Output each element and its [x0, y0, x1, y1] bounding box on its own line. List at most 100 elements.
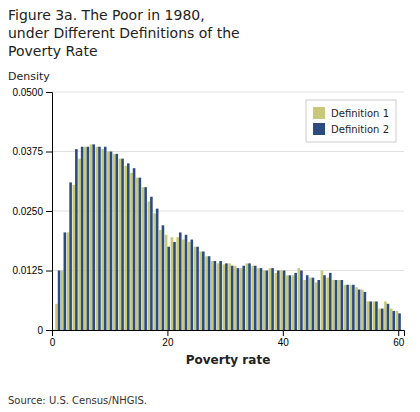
bar — [205, 256, 208, 330]
x-tick-mark — [167, 330, 168, 336]
x-tick-label: 20 — [162, 337, 174, 348]
bar — [289, 275, 292, 330]
y-tick: 0 — [37, 325, 52, 336]
x-tick: 60 — [393, 330, 405, 348]
bar — [136, 178, 139, 330]
bar — [119, 159, 122, 330]
bar — [312, 278, 315, 330]
bar — [361, 290, 364, 330]
bar — [234, 266, 237, 330]
y-axis-title: Density — [8, 70, 50, 83]
bar — [69, 182, 72, 330]
bar — [346, 285, 349, 330]
legend-box — [306, 100, 396, 142]
bar — [113, 154, 116, 330]
bar — [390, 309, 393, 330]
bar — [254, 266, 257, 330]
bar — [104, 147, 107, 330]
bar — [237, 268, 240, 330]
bar — [58, 271, 61, 331]
legend-swatch — [313, 123, 325, 135]
bar — [219, 261, 222, 330]
legend-label: Definition 2 — [331, 124, 389, 135]
grid-line — [52, 92, 404, 93]
grid — [52, 92, 404, 330]
y-tick-mark — [46, 211, 52, 212]
bar — [55, 304, 58, 330]
y-tick: 0.0500 — [12, 87, 52, 98]
bar — [159, 230, 162, 330]
bar — [355, 287, 358, 330]
bar — [246, 263, 249, 330]
bar — [303, 280, 306, 330]
y-tick-label: 0.0375 — [12, 146, 43, 157]
bar — [98, 147, 101, 330]
bar — [199, 251, 202, 330]
y-tick-label: 0.0500 — [12, 87, 43, 98]
bar — [225, 263, 228, 330]
bar — [115, 154, 118, 330]
bar — [90, 144, 93, 330]
y-axis-line — [46, 93, 53, 331]
bar — [375, 301, 378, 330]
x-axis-line — [53, 331, 405, 337]
bar — [329, 273, 332, 330]
bar — [242, 266, 245, 330]
bar — [364, 292, 367, 330]
bar — [231, 266, 234, 330]
legend-item: Definition 2 — [313, 123, 389, 135]
x-axis-title: Poverty rate — [186, 353, 271, 367]
bar — [381, 309, 384, 330]
y-tick-label: 0.0125 — [12, 265, 43, 276]
bar — [144, 187, 147, 330]
y-tick-mark — [46, 330, 52, 331]
bar — [208, 256, 211, 330]
bar — [171, 237, 174, 330]
bar — [398, 313, 401, 330]
bar — [277, 271, 280, 331]
bar — [107, 152, 110, 331]
bar — [214, 261, 217, 330]
x-tick-mark — [398, 330, 399, 336]
bar — [67, 232, 70, 330]
bar — [338, 280, 341, 330]
y-tick: 0.0125 — [12, 265, 52, 276]
bar — [263, 271, 266, 331]
bar — [283, 271, 286, 331]
bar — [188, 242, 191, 330]
bar — [194, 247, 197, 330]
bar — [367, 301, 370, 330]
bar — [309, 278, 312, 330]
bar — [292, 275, 295, 330]
bar — [274, 273, 277, 330]
bar — [124, 166, 127, 330]
bar — [162, 225, 165, 330]
bar — [260, 268, 263, 330]
y-tick-mark — [46, 152, 52, 153]
x-tick: 20 — [162, 330, 174, 348]
bar — [179, 232, 182, 330]
bar — [373, 301, 376, 330]
bar — [369, 301, 372, 330]
bar — [349, 285, 352, 330]
bar — [300, 271, 303, 331]
y-tick: 0.0375 — [12, 146, 52, 157]
bar — [217, 263, 220, 330]
legend-swatch — [313, 107, 325, 119]
bar — [202, 251, 205, 330]
legend-item: Definition 1 — [313, 107, 389, 119]
y-axis: 00.01250.02500.03750.0500 — [12, 87, 52, 336]
bar — [286, 275, 289, 330]
bar — [153, 213, 156, 330]
title: Figure 3a. The Poor in 1980,under Differ… — [8, 7, 240, 59]
bar — [84, 147, 87, 330]
bar — [358, 290, 361, 330]
bar — [228, 263, 231, 330]
bar — [332, 280, 335, 330]
bar — [165, 235, 168, 330]
bar — [176, 237, 179, 330]
bar — [139, 178, 142, 330]
bar — [378, 309, 381, 330]
bar — [298, 268, 301, 330]
bar-series — [55, 144, 398, 330]
